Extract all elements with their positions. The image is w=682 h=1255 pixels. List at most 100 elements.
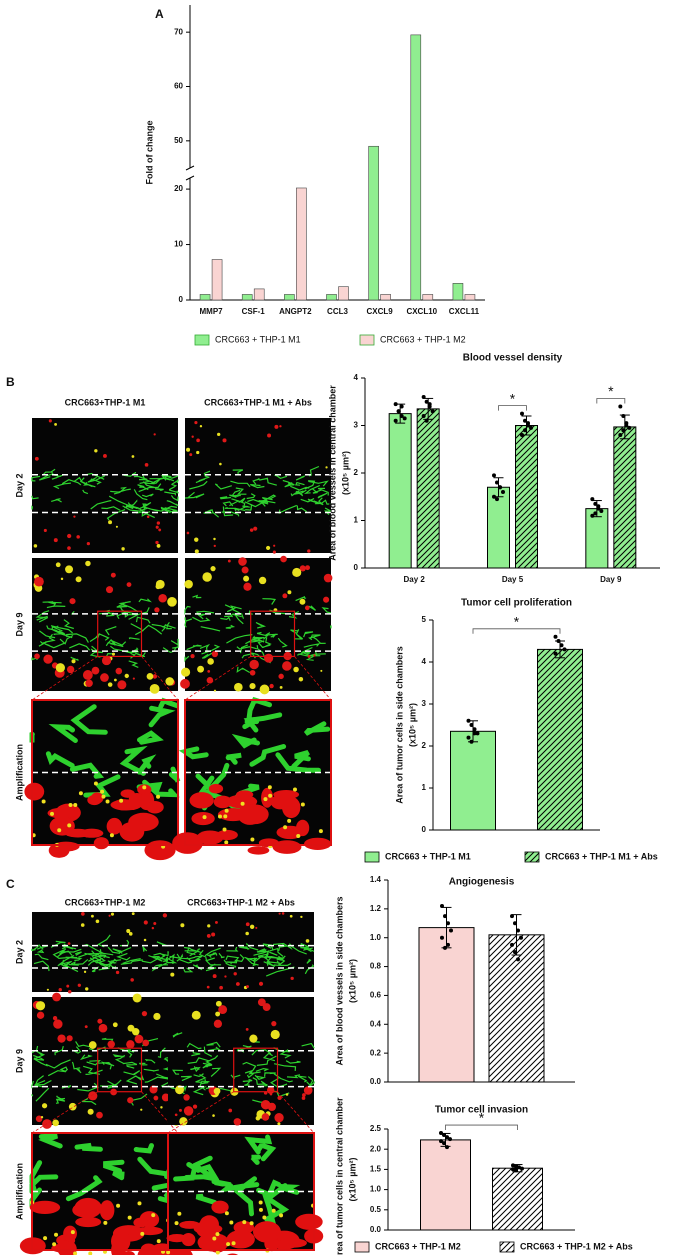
bar bbox=[296, 187, 307, 301]
cell bbox=[206, 676, 214, 684]
data-point bbox=[559, 643, 564, 648]
cell bbox=[180, 678, 190, 689]
cell bbox=[303, 1086, 313, 1095]
data-point bbox=[472, 727, 477, 732]
cell bbox=[107, 1040, 115, 1048]
cell bbox=[116, 1203, 121, 1208]
bar bbox=[464, 294, 476, 301]
tumor-cell bbox=[272, 840, 302, 854]
y-tick-label: 0.6 bbox=[370, 991, 382, 1000]
x-tick-label: CCL3 bbox=[327, 307, 348, 316]
cell bbox=[55, 663, 65, 673]
data-point bbox=[517, 1165, 521, 1170]
x-tick-label: CXCL9 bbox=[367, 307, 394, 316]
bar bbox=[418, 927, 475, 1083]
cell bbox=[67, 546, 71, 550]
data-point bbox=[516, 928, 520, 933]
cell bbox=[323, 596, 330, 603]
cell bbox=[292, 567, 302, 578]
data-point bbox=[513, 950, 517, 955]
tumor-cell bbox=[74, 1197, 102, 1219]
cell bbox=[219, 985, 223, 990]
cell bbox=[300, 915, 303, 919]
bar bbox=[585, 508, 609, 569]
cell bbox=[259, 684, 270, 695]
cell bbox=[215, 1232, 220, 1237]
legend-label: CRC663 + THP-1 M1 bbox=[215, 334, 301, 344]
cell bbox=[101, 655, 112, 666]
y-tick-label: 5 bbox=[422, 615, 427, 624]
cell bbox=[189, 453, 193, 457]
y-tick-label: 60 bbox=[174, 82, 183, 91]
data-point bbox=[511, 1167, 515, 1172]
data-point bbox=[556, 639, 561, 643]
cell bbox=[105, 799, 110, 804]
tumor-cell bbox=[191, 812, 215, 826]
data-point bbox=[593, 501, 598, 506]
cell bbox=[299, 565, 306, 572]
tumor-cell bbox=[270, 794, 290, 810]
cell bbox=[307, 655, 311, 658]
cell bbox=[52, 992, 61, 1002]
tumor-cell bbox=[226, 1230, 255, 1249]
cell bbox=[283, 825, 288, 830]
cell bbox=[245, 931, 249, 936]
cell bbox=[108, 520, 113, 525]
cell bbox=[78, 791, 83, 796]
cell bbox=[58, 988, 62, 992]
cell bbox=[318, 829, 323, 834]
cell bbox=[212, 974, 217, 979]
zoom-line bbox=[167, 1091, 234, 1134]
zoom-line bbox=[294, 656, 332, 701]
cell bbox=[210, 566, 216, 572]
cell bbox=[109, 833, 114, 838]
cell bbox=[255, 1115, 261, 1121]
y-tick-label: 1.0 bbox=[370, 1185, 382, 1194]
cell bbox=[84, 1025, 88, 1029]
tumor-cell bbox=[119, 822, 145, 842]
cell bbox=[274, 1113, 284, 1123]
cell bbox=[126, 582, 132, 587]
cell bbox=[155, 525, 159, 529]
cell bbox=[154, 607, 160, 613]
image-background bbox=[168, 997, 314, 1125]
cell bbox=[196, 450, 200, 455]
cell bbox=[121, 547, 125, 551]
data-point bbox=[501, 490, 505, 494]
tumor-cell bbox=[254, 1222, 271, 1239]
cell bbox=[279, 685, 283, 689]
significance-bracket bbox=[445, 1124, 518, 1131]
cell bbox=[257, 998, 266, 1007]
cell bbox=[296, 833, 301, 838]
bar bbox=[488, 934, 545, 1083]
image-frame bbox=[167, 1132, 315, 1251]
data-point bbox=[492, 494, 496, 499]
cell bbox=[82, 670, 93, 680]
image-frame bbox=[184, 699, 332, 846]
legend-label: CRC663 + THP-1 M1 bbox=[385, 851, 471, 861]
data-point bbox=[393, 402, 398, 407]
y-axis-unit: (x10⁵ µm²) bbox=[347, 1158, 357, 1202]
cell bbox=[71, 659, 76, 664]
cell bbox=[52, 1016, 58, 1021]
tumor-cell bbox=[236, 790, 254, 799]
bar bbox=[452, 283, 464, 301]
tumor-cell bbox=[128, 792, 145, 804]
tumor-cell bbox=[179, 1220, 201, 1229]
x-tick-label: Day 9 bbox=[600, 575, 622, 584]
tumor-cell bbox=[172, 832, 203, 854]
image-background bbox=[168, 912, 314, 992]
cell bbox=[197, 665, 205, 673]
data-point bbox=[421, 395, 426, 399]
cell bbox=[223, 814, 228, 819]
cell bbox=[218, 814, 223, 819]
y-axis-label: Area of tumor cells in central chamber bbox=[334, 1097, 344, 1255]
zoom-line bbox=[184, 656, 251, 701]
bar bbox=[422, 294, 434, 301]
bar bbox=[420, 1139, 471, 1231]
cell bbox=[215, 1011, 221, 1017]
cell bbox=[304, 605, 310, 611]
cell bbox=[263, 797, 268, 802]
data-point bbox=[469, 739, 474, 744]
data-point bbox=[590, 497, 595, 502]
